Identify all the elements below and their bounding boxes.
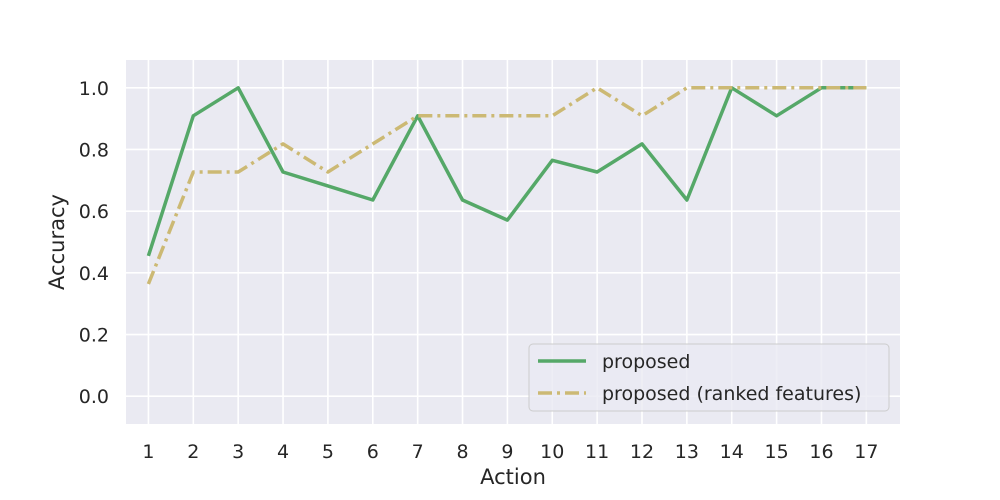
x-tick-label: 6 (367, 441, 379, 463)
series-line-1 (146, 86, 867, 285)
x-tick-label: 5 (322, 441, 334, 463)
y-tick-labels: 0.0 0.2 0.4 0.6 0.8 1.0 (79, 78, 109, 408)
y-axis-label: Accuracy (45, 194, 69, 290)
y-tick-label: 0.6 (79, 201, 109, 223)
x-tick-label: 13 (675, 441, 699, 463)
series-lines (146, 86, 867, 285)
x-tick-label: 3 (232, 441, 244, 463)
x-tick-label: 14 (720, 441, 744, 463)
x-tick-label: 9 (501, 441, 513, 463)
x-tick-label: 1 (142, 441, 154, 463)
x-axis-label: Action (480, 465, 546, 489)
x-tick-label: 11 (585, 441, 609, 463)
y-tick-label: 0.8 (79, 139, 109, 161)
x-tick-label: 7 (412, 441, 424, 463)
legend-label-proposed: proposed (602, 351, 690, 373)
x-tick-label: 12 (630, 441, 654, 463)
legend-label-proposed-ranked-features: proposed (ranked features) (602, 383, 861, 405)
x-tick-label: 4 (277, 441, 289, 463)
x-tick-label: 10 (540, 441, 564, 463)
y-tick-label: 0.4 (79, 263, 109, 285)
y-tick-label: 1.0 (79, 78, 109, 100)
x-tick-label: 2 (187, 441, 199, 463)
legend: proposed proposed (ranked features) (528, 343, 890, 412)
x-tick-label: 8 (456, 441, 468, 463)
x-tick-label: 16 (809, 441, 833, 463)
legend-box (528, 343, 890, 412)
y-tick-label: 0.2 (79, 325, 109, 347)
y-tick-label: 0.0 (79, 386, 109, 408)
x-tick-labels: 1 2 3 4 5 6 7 8 9 10 11 12 13 14 15 16 17 (142, 441, 878, 463)
x-tick-label: 17 (854, 441, 878, 463)
x-tick-label: 15 (765, 441, 789, 463)
series-line-0 (146, 86, 867, 257)
